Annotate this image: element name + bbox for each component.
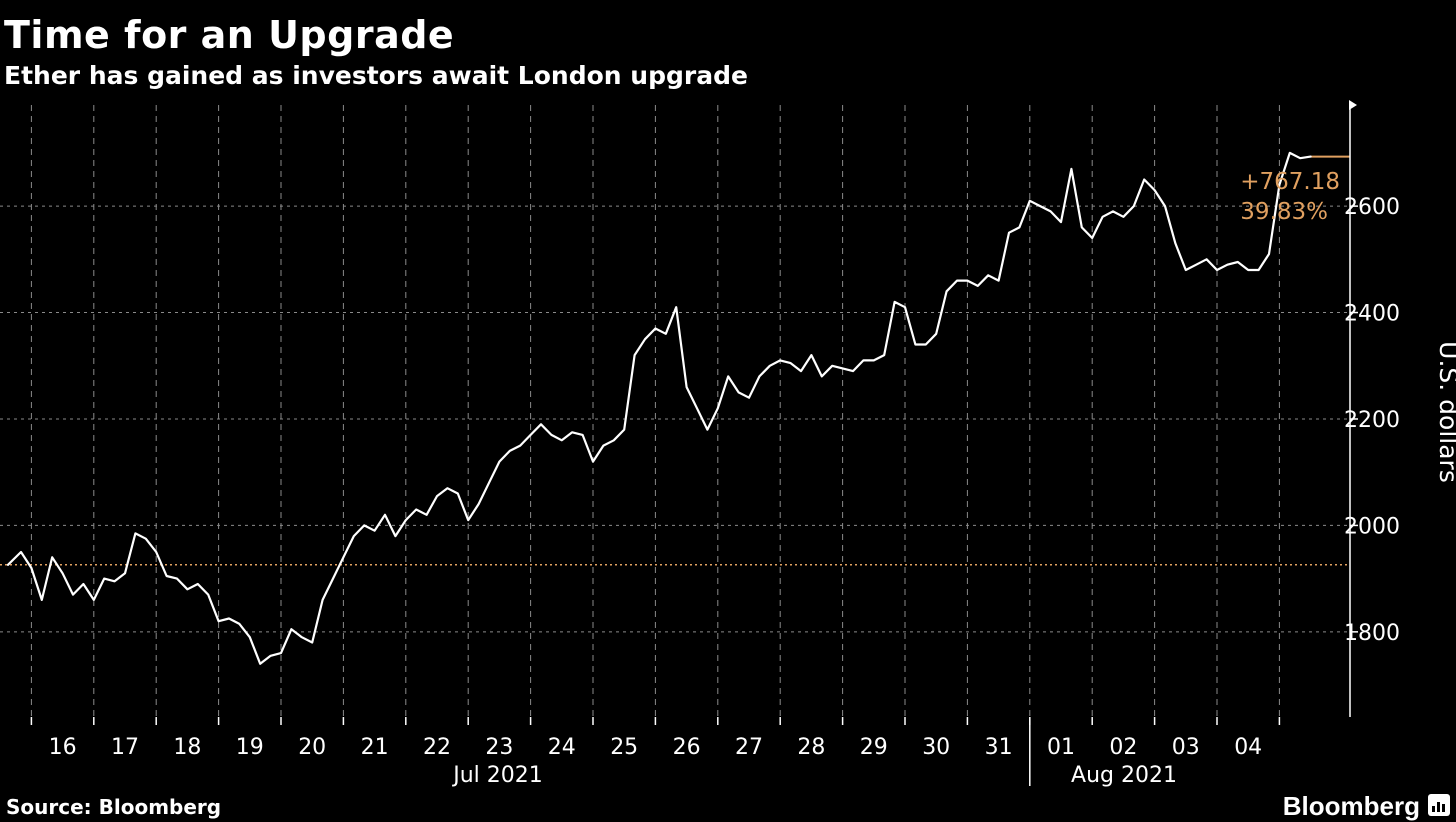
bloomberg-logo: Bloomberg bbox=[1282, 791, 1420, 821]
y-axis-label: U.S. dollars bbox=[1434, 341, 1456, 483]
x-axis-ticks: 16 17 18 19 20 21 22 23 24 25 26 27 28 29 30 31 01 02 03 04 bbox=[30, 717, 1281, 760]
x-tick-label: 28 bbox=[797, 735, 825, 760]
x-tick-label: 17 bbox=[111, 735, 139, 760]
source-note: Source: Bloomberg bbox=[6, 795, 222, 819]
x-tick-label: 30 bbox=[922, 735, 950, 760]
x-tick-label: 24 bbox=[548, 735, 576, 760]
y-axis-arrow bbox=[1349, 100, 1357, 110]
month-label-jul: Jul 2021 bbox=[451, 763, 543, 788]
price-series-line bbox=[6, 151, 1312, 665]
x-tick-label: 04 bbox=[1234, 735, 1262, 760]
x-tick-label: 19 bbox=[236, 735, 264, 760]
x-tick-label: 29 bbox=[860, 735, 888, 760]
x-tick-label: 31 bbox=[985, 735, 1013, 760]
y-axis-ticks: 1800 2000 2200 2400 2600 bbox=[1344, 100, 1400, 646]
y-tick-label: 2400 bbox=[1344, 302, 1400, 327]
x-tick-label: 25 bbox=[610, 735, 638, 760]
chart-subtitle: Ether has gained as investors await Lond… bbox=[4, 61, 748, 90]
x-tick-label: 03 bbox=[1172, 735, 1200, 760]
vertical-gridlines bbox=[30, 105, 1280, 717]
x-tick-label: 18 bbox=[173, 735, 201, 760]
y-tick-label: 2200 bbox=[1344, 408, 1400, 433]
chart-title: Time for an Upgrade bbox=[4, 13, 455, 57]
y-tick-label: 2600 bbox=[1344, 195, 1400, 220]
annotation-change: +767.18 bbox=[1240, 169, 1340, 195]
bloomberg-chart-icon bbox=[1428, 794, 1450, 816]
x-tick-label: 01 bbox=[1047, 735, 1075, 760]
y-tick-label: 1800 bbox=[1344, 621, 1400, 646]
x-tick-label: 26 bbox=[673, 735, 701, 760]
x-tick-label: 16 bbox=[49, 735, 77, 760]
x-tick-label: 23 bbox=[485, 735, 513, 760]
x-tick-label: 22 bbox=[423, 735, 451, 760]
y-tick-label: 2000 bbox=[1344, 514, 1400, 539]
month-label-aug: Aug 2021 bbox=[1071, 763, 1177, 788]
x-tick-label: 02 bbox=[1109, 735, 1137, 760]
annotation-percent: 39.83% bbox=[1240, 199, 1328, 225]
horizontal-gridlines bbox=[0, 205, 1350, 633]
x-tick-label: 21 bbox=[361, 735, 389, 760]
x-tick-label: 20 bbox=[298, 735, 326, 760]
x-tick-label: 27 bbox=[735, 735, 763, 760]
